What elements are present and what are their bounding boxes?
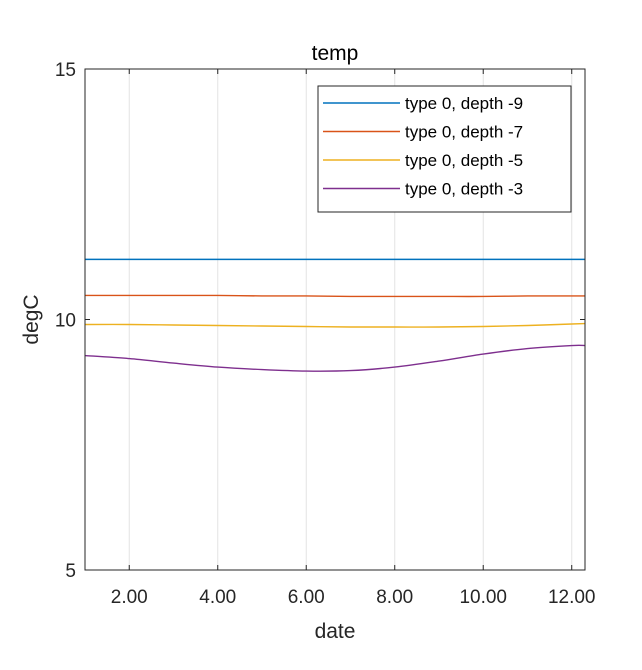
x-tick-label: 2.00 [111, 587, 148, 608]
x-tick-label: 12.00 [548, 587, 596, 608]
x-tick-label: 10.00 [459, 587, 507, 608]
legend-label-2: type 0, depth -7 [405, 123, 523, 142]
series-line-3 [84, 322, 586, 328]
legend-label-4: type 0, depth -3 [405, 180, 523, 199]
series-line-2 [84, 294, 585, 298]
y-tick-label: 5 [65, 561, 76, 582]
x-axis-label: date [315, 620, 356, 643]
series-lines [84, 258, 586, 372]
legend-label-3: type 0, depth -5 [405, 151, 523, 170]
legend-box [317, 85, 572, 213]
legend-label-1: type 0, depth -9 [405, 94, 523, 113]
y-tick-label: 10 [55, 311, 76, 332]
legend: type 0, depth -9 type 0, depth -7 type 0, … [317, 85, 572, 213]
axis-ticks: 2.00 4.00 6.00 8.00 10.00 12.00 5 10 15 [55, 60, 596, 608]
y-tick-label: 15 [55, 60, 76, 81]
x-tick-label: 4.00 [199, 587, 236, 608]
x-tick-label: 6.00 [288, 587, 325, 608]
x-tick-label: 8.00 [376, 587, 413, 608]
series-line-4 [84, 344, 586, 372]
y-axis-label: degC [20, 294, 43, 344]
chart-title: temp [312, 42, 359, 65]
